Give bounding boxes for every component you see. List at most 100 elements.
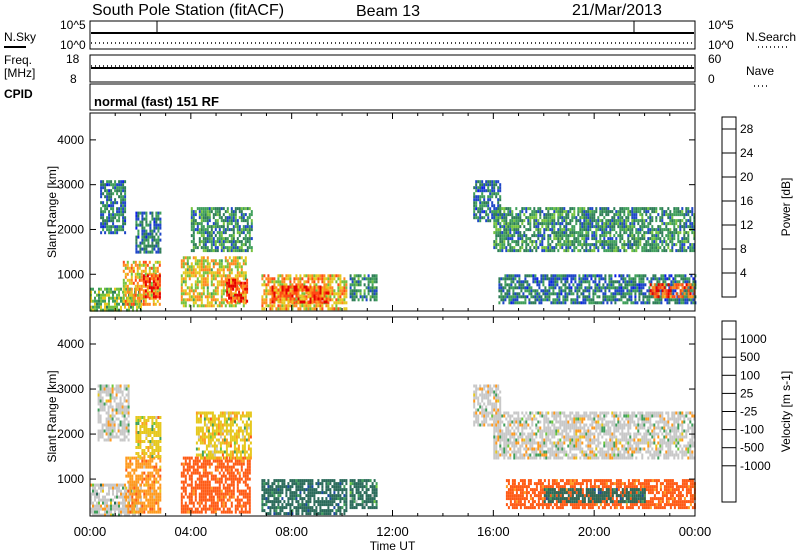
data-cell (633, 243, 636, 247)
data-cell (337, 292, 340, 296)
data-cell (590, 298, 593, 302)
data-cell (691, 246, 694, 250)
data-cell (667, 213, 670, 217)
data-cell (224, 216, 227, 220)
data-cell (99, 432, 102, 436)
data-cell (240, 207, 243, 211)
data-cell (607, 225, 610, 229)
data-cell (224, 256, 227, 260)
data-cell (206, 225, 209, 229)
data-cell (101, 423, 104, 427)
data-cell (613, 228, 616, 232)
data-cell (591, 222, 594, 226)
data-cell (138, 507, 140, 511)
data-cell (238, 246, 241, 250)
data-cell (655, 228, 658, 232)
data-cell (242, 281, 245, 285)
data-cell (635, 249, 638, 253)
data-cell (186, 271, 189, 275)
data-cell (123, 396, 126, 400)
data-cell (111, 390, 114, 394)
data-cell (236, 259, 239, 263)
data-cell (104, 513, 106, 517)
data-cell (147, 459, 150, 463)
data-cell (128, 266, 131, 270)
data-cell (104, 222, 107, 226)
data-cell (505, 207, 508, 211)
data-cell (359, 283, 362, 287)
data-cell (683, 249, 686, 253)
data-cell (587, 228, 590, 232)
data-cell (584, 301, 587, 305)
data-cell (514, 274, 517, 278)
data-cell (149, 477, 152, 481)
data-cell (607, 210, 610, 214)
data-cell (635, 237, 638, 241)
data-cell (133, 456, 136, 460)
data-cell (645, 240, 648, 244)
data-cell (561, 222, 564, 226)
data-cell (192, 210, 195, 214)
data-cell (688, 277, 691, 281)
data-cell (487, 201, 490, 205)
data-cell (603, 231, 606, 235)
data-cell (541, 237, 544, 241)
data-cell (337, 283, 340, 287)
data-cell (509, 246, 512, 250)
data-cell (493, 243, 496, 247)
data-cell (200, 286, 203, 290)
data-cell (275, 297, 278, 301)
data-cell (581, 213, 584, 217)
data-cell (96, 302, 98, 306)
data-cell (655, 216, 658, 220)
data-cell (534, 280, 537, 284)
data-cell (673, 210, 676, 214)
data-cell (108, 293, 110, 297)
data-cell (535, 213, 538, 217)
data-cell (283, 297, 286, 301)
data-cell (513, 222, 516, 226)
data-cell (479, 198, 482, 202)
data-cell (508, 301, 511, 305)
data-cell (552, 292, 555, 296)
data-cell (663, 240, 666, 244)
data-cell (289, 292, 292, 296)
data-cell (665, 210, 668, 214)
data-cell (343, 283, 346, 287)
data-cell (202, 210, 205, 214)
data-cell (182, 289, 185, 293)
data-cell (544, 295, 547, 299)
data-cell (141, 501, 144, 505)
data-cell (550, 286, 553, 290)
data-cell (592, 274, 595, 278)
data-cell (125, 384, 128, 388)
data-cell (692, 301, 695, 305)
data-cell (151, 489, 154, 493)
data-cell (658, 301, 661, 305)
data-cell (143, 477, 146, 481)
data-cell (279, 283, 282, 287)
data-cell (99, 417, 102, 421)
data-cell (216, 289, 219, 293)
data-cell (315, 295, 318, 299)
data-cell (144, 283, 147, 287)
data-cell (612, 292, 615, 296)
data-cell (645, 207, 648, 211)
data-cell (216, 292, 219, 296)
data-cell (483, 195, 486, 199)
data-cell (145, 474, 148, 478)
data-cell (650, 280, 653, 284)
data-cell (293, 285, 296, 289)
data-cell (551, 246, 554, 250)
data-cell (250, 225, 253, 229)
data-cell (153, 510, 156, 514)
data-cell (134, 296, 136, 300)
data-cell (687, 213, 690, 217)
data-cell (373, 280, 376, 284)
data-cell (519, 246, 522, 250)
data-cell (206, 216, 209, 220)
data-cell (194, 222, 197, 226)
data-cell (644, 283, 647, 287)
data-cell (92, 287, 94, 291)
data-cell (123, 408, 126, 412)
